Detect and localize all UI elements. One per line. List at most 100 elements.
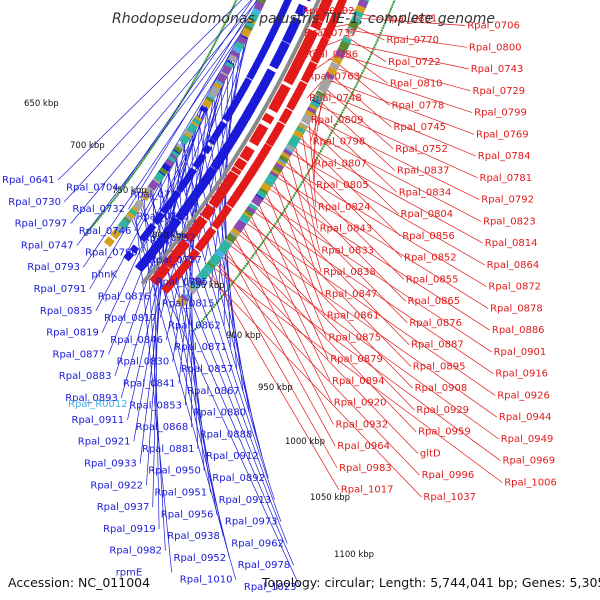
tick-dot (142, 158, 145, 161)
reverse-gene-label: Rpal_0952 (174, 553, 227, 564)
tick-dot (383, 22, 386, 25)
tick-dot (223, 23, 226, 26)
reverse-gene-label: Rpal_0951 (155, 488, 208, 499)
gene-feature (158, 233, 169, 244)
tick-dot (169, 118, 172, 121)
tick-dot (205, 57, 208, 60)
tick-dot (171, 114, 174, 117)
gene-feature (191, 276, 204, 288)
tick-dot (236, 275, 239, 278)
accession-text: Accession: NC_011004 (8, 575, 150, 590)
gene-feature (226, 133, 239, 146)
label-connector (207, 274, 422, 498)
tick-dot (125, 182, 128, 185)
reverse-gene-label: Rpal_0732 (72, 204, 125, 215)
tick-dot (348, 97, 351, 100)
label-connector (245, 222, 496, 396)
reverse-gene-label: Rpal_0937 (97, 502, 150, 513)
gene-feature (241, 111, 252, 121)
tick-dot (111, 200, 114, 203)
tick-dot (238, 273, 241, 276)
rna-gene-label: Rpal_R0012 (68, 399, 128, 410)
reverse-gene-label: Rpal_0704 (66, 182, 119, 193)
tick-dot (221, 27, 224, 30)
forward-gene-label: Rpal_0722 (388, 57, 441, 68)
tick-dot (154, 141, 157, 144)
genome-summary-text: Topology: circular; Length: 5,744,041 bp… (261, 575, 600, 590)
reverse-gene-label: Rpal_0793 (27, 262, 80, 273)
tick-dot (265, 235, 268, 238)
tick-dot (150, 147, 153, 150)
forward-gene-label: Rpal_0864 (487, 260, 540, 271)
label-connector (221, 256, 501, 461)
tick-dot (258, 246, 261, 249)
tick-dot (361, 72, 364, 75)
tick-dot (86, 230, 89, 233)
tick-dot (390, 5, 393, 8)
label-connector (253, 211, 494, 374)
label-connector (344, 51, 389, 84)
tick-dot (197, 71, 200, 74)
forward-gene-label: Rpal_0856 (402, 231, 455, 242)
reverse-gene-label: Rpal_0938 (167, 531, 220, 542)
tick-dot (151, 145, 154, 148)
tick-dot (229, 11, 232, 14)
gene-feature (219, 208, 230, 218)
tick-dot (385, 17, 388, 20)
forward-gene-label: Rpal_0983 (339, 463, 392, 474)
forward-gene-label: Rpal_0743 (471, 64, 524, 75)
label-connector (152, 168, 162, 508)
tick-dot (250, 256, 253, 259)
reverse-gene-label: Rpal_0973 (225, 517, 278, 528)
gene-feature (157, 166, 169, 177)
tick-dot (209, 310, 212, 313)
tick-dot (104, 209, 107, 212)
gene-feature (114, 224, 125, 234)
gene-feature-tracks (103, 0, 370, 308)
gene-feature (301, 39, 314, 49)
label-connector (212, 267, 503, 483)
gene-feature (251, 7, 261, 16)
tick-dot (391, 3, 394, 6)
tick-dot (384, 20, 387, 23)
label-connector (120, 105, 204, 399)
tick-dot (235, 277, 238, 280)
gene-feature (190, 248, 201, 258)
forward-gene-label: Rpal_1037 (423, 492, 476, 503)
label-connector (159, 57, 231, 319)
reverse-gene-label: Rpal_0893 (65, 393, 118, 404)
kbp-tick-label: 700 kbp (70, 141, 105, 151)
forward-gene-label: Rpal_0729 (473, 86, 526, 97)
gene-feature (138, 257, 150, 269)
forward-gene-label: Rpal_0763 (307, 71, 360, 82)
reverse-gene-label: Rpal_0888 (200, 429, 253, 440)
gene-feature (206, 226, 217, 237)
label-connector (324, 92, 476, 157)
gene-feature (188, 282, 199, 292)
gene-feature (304, 67, 314, 77)
gene-feature (164, 201, 173, 210)
tick-dot (262, 239, 265, 242)
tick-dot (194, 328, 197, 331)
tick-dot (198, 69, 201, 72)
tick-dot (231, 281, 234, 284)
gene-feature (259, 148, 270, 157)
forward-gene-label: Rpal_0798 (313, 137, 366, 148)
tick-dot (130, 174, 133, 177)
label-connector (218, 259, 338, 469)
gene-feature (267, 134, 278, 144)
tick-dot (326, 138, 329, 141)
tick-dot (287, 203, 290, 206)
label-connector (283, 164, 487, 287)
label-connector (133, 130, 188, 442)
tick-dot (227, 15, 230, 18)
gene-feature (310, 20, 322, 31)
gene-feature (331, 55, 343, 65)
gene-feature (251, 194, 264, 207)
gene-feature (269, 59, 281, 70)
tick-dot (219, 31, 222, 34)
tick-dot (105, 207, 108, 210)
gene-feature (149, 275, 161, 286)
tick-dot (149, 148, 152, 151)
